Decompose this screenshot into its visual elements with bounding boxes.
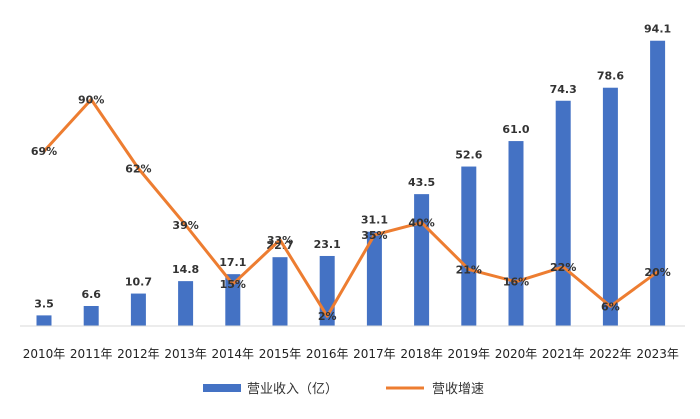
legend: 营业收入（亿） 营收增速 — [203, 382, 484, 397]
revenue-value-label: 17.1 — [219, 256, 246, 269]
x-axis-tick-label: 2018年 — [400, 347, 443, 361]
revenue-value-label: 6.6 — [81, 288, 101, 301]
revenue-bar — [178, 281, 194, 326]
revenue-bar — [225, 274, 241, 326]
x-axis-tick-labels: 2010年 2011年 2012年 2013年 2014年 2015年 2016年 2017年… — [23, 347, 679, 361]
growth-rate-line — [42, 98, 660, 318]
x-axis-tick-label: 2014年 — [212, 347, 255, 361]
x-axis-tick-label: 2023年 — [636, 347, 679, 361]
x-axis-tick-label: 2010年 — [23, 347, 66, 361]
revenue-value-labels: 3.56.610.714.817.122.7 23.131.143.552.661… — [34, 23, 671, 311]
revenue-value-label: 61.0 — [502, 123, 529, 136]
revenue-bar — [602, 87, 618, 326]
growth-rate-label: 39% — [172, 219, 198, 232]
x-axis-tick-label: 2013年 — [164, 347, 207, 361]
revenue-value-label: 14.8 — [172, 263, 199, 276]
revenue-bar — [414, 194, 430, 326]
revenue-bar — [36, 315, 52, 326]
x-axis-tick-label: 2011年 — [70, 347, 113, 361]
x-axis-tick-label: 2022年 — [589, 347, 632, 361]
revenue-bar — [461, 166, 477, 326]
revenue-value-label: 52.6 — [455, 149, 482, 162]
revenue-value-label: 3.5 — [34, 297, 54, 310]
growth-rate-label: 90% — [78, 94, 104, 107]
growth-rate-label: 35% — [361, 229, 387, 242]
revenue-bar — [555, 100, 571, 326]
legend-label-growth: 营收增速 — [432, 382, 484, 397]
x-axis-tick-label: 2019年 — [448, 347, 491, 361]
revenue-value-label: 78.6 — [597, 70, 624, 83]
revenue-bar — [366, 231, 382, 326]
revenue-bar — [130, 293, 146, 326]
x-axis-tick-label: 2021年 — [542, 347, 585, 361]
revenue-value-label: 10.7 — [125, 276, 152, 289]
revenue-value-label: 94.1 — [644, 23, 671, 36]
legend-swatch-revenue — [203, 384, 241, 392]
revenue-bar — [650, 40, 666, 326]
growth-rate-labels: 69% 90% 62% 39% 15% 33% 2% 35% 40% 21% 16% 22% 6% 20% — [31, 94, 671, 324]
x-axis-tick-label: 2015年 — [259, 347, 302, 361]
growth-rate-label: 40% — [408, 217, 434, 230]
growth-rate-label: 2% — [318, 310, 337, 323]
legend-label-revenue: 营业收入（亿） — [247, 382, 338, 397]
growth-rate-label: 20% — [644, 266, 670, 279]
growth-rate-label: 21% — [456, 263, 482, 276]
growth-rate-label: 22% — [550, 261, 576, 274]
revenue-bar — [272, 257, 288, 326]
growth-rate-label: 62% — [125, 162, 151, 175]
revenue-value-label: 31.1 — [361, 214, 388, 227]
x-axis-tick-label: 2016年 — [306, 347, 349, 361]
x-axis-tick-label: 2012年 — [117, 347, 160, 361]
revenue-value-label: 43.5 — [408, 176, 435, 189]
growth-rate-label: 6% — [601, 300, 620, 313]
x-axis-tick-label: 2020年 — [495, 347, 538, 361]
growth-rate-label: 33% — [267, 234, 293, 247]
x-axis-tick-label: 2017年 — [353, 347, 396, 361]
revenue-bar — [83, 305, 99, 326]
revenue-value-label: 23.1 — [314, 238, 341, 251]
revenue-value-label: 74.3 — [550, 83, 577, 96]
growth-rate-label: 69% — [31, 145, 57, 158]
growth-rate-label: 15% — [220, 278, 246, 291]
revenue-bar — [508, 141, 524, 326]
growth-rate-label: 16% — [503, 276, 529, 289]
